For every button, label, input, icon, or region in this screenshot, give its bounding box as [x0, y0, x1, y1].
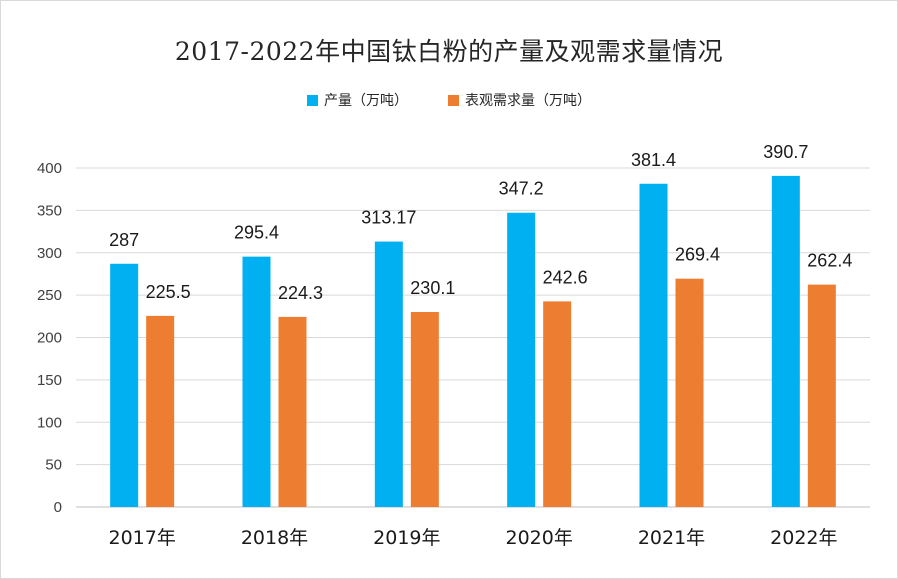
bar-production [242, 256, 271, 507]
legend-label-demand: 表观需求量（万吨） [465, 93, 591, 109]
x-tick-label: 2017年 [108, 527, 175, 549]
data-label-production: 313.17 [361, 208, 416, 228]
bar-production [639, 183, 668, 508]
data-label-production: 347.2 [499, 179, 544, 199]
y-tick-label: 50 [45, 457, 62, 474]
chart-title: 2017-2022年中国钛白粉的产量及观需求量情况 [174, 37, 724, 66]
bar-demand [410, 311, 439, 507]
data-label-production: 295.4 [234, 223, 279, 243]
legend-item-production: 产量（万吨） [307, 90, 408, 110]
x-tick-label: 2018年 [241, 527, 308, 549]
legend-label-production: 产量（万吨） [324, 93, 408, 109]
legend-item-demand: 表观需求量（万吨） [448, 90, 591, 110]
y-tick-label: 300 [37, 245, 62, 262]
chart-legend: 产量（万吨） 表观需求量（万吨） [0, 90, 898, 110]
x-tick-label: 2022年 [770, 527, 837, 549]
bar-demand [675, 278, 704, 507]
y-tick-label: 0 [54, 499, 62, 516]
y-tick-label: 400 [37, 160, 62, 177]
legend-swatch-production [307, 94, 318, 106]
data-label-demand: 230.1 [410, 278, 455, 298]
bar-demand [807, 284, 836, 507]
y-tick-label: 100 [37, 414, 62, 431]
x-tick-label: 2021年 [638, 527, 705, 549]
data-label-demand: 269.4 [675, 245, 720, 265]
data-label-demand: 242.6 [543, 267, 588, 287]
y-tick-label: 350 [37, 202, 62, 219]
bar-demand [543, 301, 572, 507]
bar-production [110, 263, 139, 507]
bar-production [507, 212, 536, 508]
bar-demand [278, 316, 307, 507]
data-label-production: 381.4 [631, 150, 676, 170]
x-tick-label: 2020年 [505, 527, 572, 549]
y-tick-label: 150 [37, 372, 62, 389]
y-tick-label: 250 [37, 287, 62, 304]
data-label-demand: 224.3 [278, 283, 323, 303]
data-label-demand: 225.5 [146, 282, 191, 302]
data-label-demand: 262.4 [807, 251, 852, 271]
data-label-production: 390.7 [763, 142, 808, 162]
y-tick-label: 200 [37, 330, 62, 347]
bar-production [771, 175, 800, 507]
bar-production [374, 241, 403, 507]
data-label-production: 287 [109, 230, 139, 250]
legend-swatch-demand [448, 94, 459, 106]
bar-demand [146, 315, 175, 507]
x-tick-label: 2019年 [373, 527, 440, 549]
